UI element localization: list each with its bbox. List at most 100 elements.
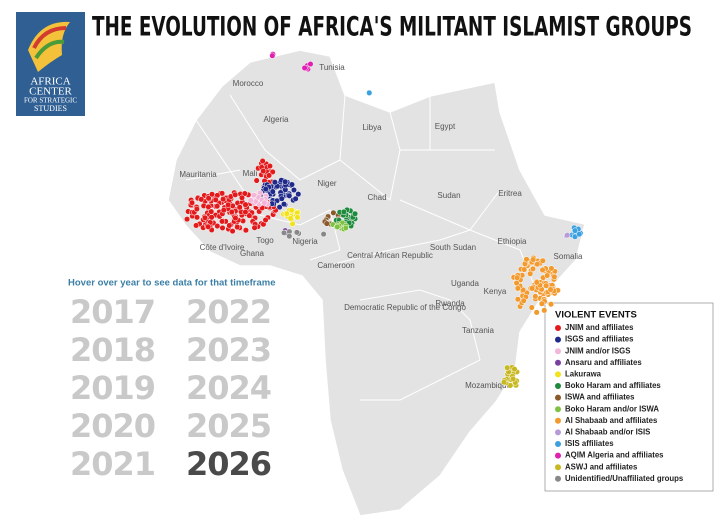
event-dot [290,186,298,194]
legend-swatch [555,394,561,401]
event-dot [514,296,521,303]
event-dot [259,157,266,165]
legend-swatch [555,441,561,447]
event-dot [242,201,249,208]
legend-label: Ansaru and affiliates [565,358,642,367]
year-button[interactable]: 2022 [186,293,272,331]
event-dot [286,233,293,240]
event-dot [219,224,226,231]
event-dot [521,266,528,273]
event-dot [201,214,209,221]
event-dot [527,270,534,277]
event-dot [193,214,201,221]
logo-line: CENTER [29,86,72,98]
year-button[interactable]: 2019 [70,369,156,407]
event-dot [283,210,290,217]
event-dot [232,191,239,198]
country-label: Somalia [554,252,583,261]
legend-label: ISWA and affiliates [565,393,635,402]
event-dot [214,203,221,210]
event-dot [278,195,285,202]
country-label: Ethiopia [498,237,527,246]
event-dot [262,185,269,193]
country-label: Rwanda [435,299,465,308]
event-dot [544,272,551,279]
event-dot [576,231,583,238]
event-dot [260,168,267,175]
borders [185,94,541,401]
event-dot [220,207,227,214]
event-dot [523,256,530,263]
event-dot [547,286,554,293]
event-dot [198,196,205,203]
event-dot [533,309,540,316]
event-dot [547,301,555,308]
legend-swatch [555,371,561,378]
event-dot [247,197,254,204]
event-dot [205,195,212,202]
event-dot [551,273,558,280]
legend-title: VIOLENT EVENTS [555,310,637,321]
country-label: Nigeria [292,237,318,246]
legend-label: ASWJ and affiliates [565,462,638,471]
event-dot [301,64,308,72]
event-dot [539,257,546,264]
event-dot [193,222,200,229]
year-button[interactable]: 2026 [186,445,272,483]
legend-swatch [555,336,561,343]
event-dot [234,223,241,231]
event-dot [246,212,253,219]
event-dot [571,227,579,234]
event-dot [528,304,535,311]
year-button[interactable]: 2025 [186,407,272,445]
year-button[interactable]: 2020 [70,407,156,445]
logo-line: STUDIES [34,104,67,113]
country-label: Mozambique [465,381,511,390]
event-dot [533,279,540,286]
event-dot [232,215,239,222]
country-label: Morocco [233,79,264,88]
event-dot [287,215,294,222]
event-dot [219,218,226,225]
event-dot [330,209,337,216]
country-label: Niger [317,179,336,188]
event-dot [193,205,200,213]
event-dot [208,214,215,221]
event-dot [504,364,511,371]
event-dot [205,203,212,210]
year-button[interactable]: 2017 [70,293,156,331]
year-button[interactable]: 2023 [186,331,272,369]
country-label: Libya [362,123,382,132]
event-dot [543,282,550,289]
year-button[interactable]: 2024 [186,369,272,407]
event-dot [266,172,273,179]
event-dot [271,179,278,186]
country-label: Egypt [435,122,456,131]
legend-swatch [555,359,561,366]
country-label: Tunisia [319,63,345,72]
event-dot [294,214,301,221]
legend-label: ISGS and affiliates [565,335,634,344]
event-dot [520,297,527,304]
legend-swatch [555,325,561,331]
country-label: Central African Republic [347,251,433,260]
event-dot [292,195,299,202]
event-dot [251,224,258,231]
event-dot [280,229,288,236]
country-label: South Sudan [430,243,476,252]
logo-mark [28,21,70,72]
logo-line: FOR STRATEGIC [24,97,77,105]
country-label: Algeria [264,115,289,124]
year-button[interactable]: 2021 [70,445,156,483]
year-button[interactable]: 2018 [70,331,156,369]
event-dot [225,201,232,208]
event-dot [241,190,248,197]
event-dot [288,207,295,214]
country-label: Tanzania [462,326,495,335]
event-dot [250,192,257,199]
event-dot [220,196,227,203]
event-dot [340,208,347,215]
legend-swatch [555,464,561,471]
event-dot [269,168,276,175]
